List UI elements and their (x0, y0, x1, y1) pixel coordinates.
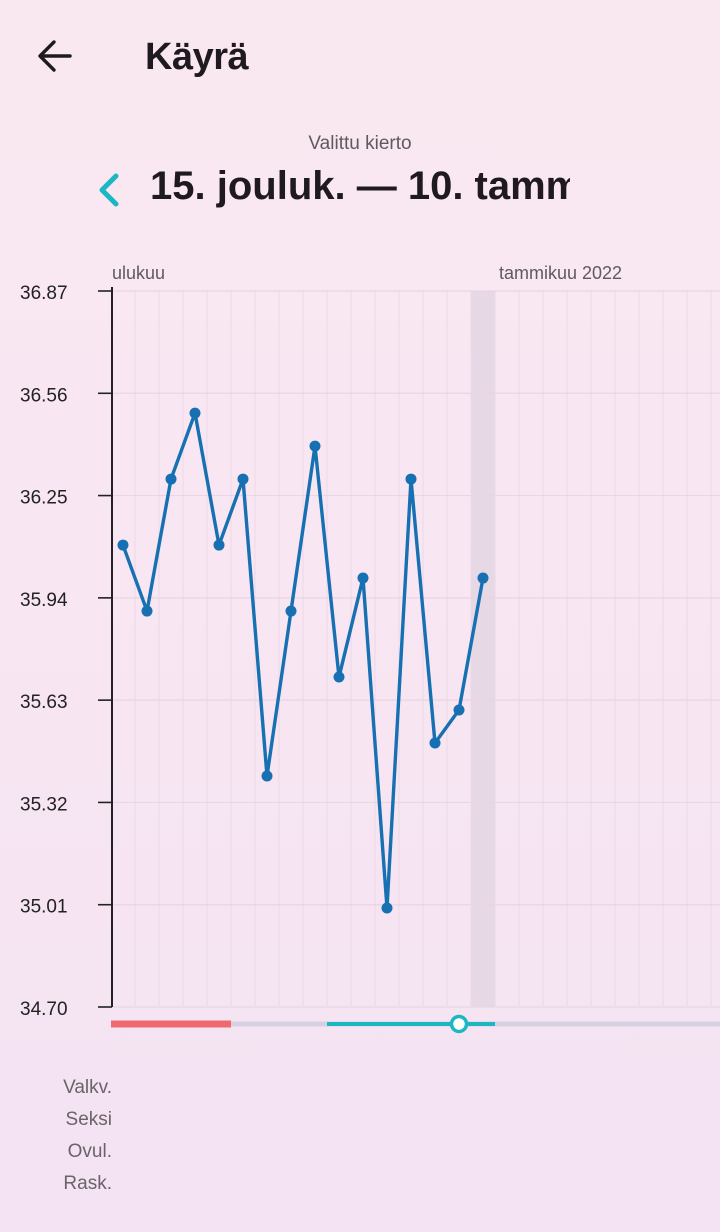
x-tick-label: 29 (424, 1048, 445, 1050)
temperature-point[interactable] (333, 671, 345, 683)
temperature-point[interactable] (429, 737, 441, 749)
chevron-left-icon (99, 173, 119, 207)
page-title: Käyrä (145, 36, 249, 78)
temperature-point[interactable] (213, 539, 225, 551)
y-tick-label: 35.32 (20, 794, 68, 815)
row-label-discharge: Valkv. (63, 1077, 112, 1098)
x-tick-label: 25 (328, 1048, 349, 1050)
temperature-point[interactable] (261, 770, 273, 782)
cycle-range-text: 15. jouluk. — 10. tammik. (150, 164, 570, 208)
y-tick-label: 35.94 (20, 590, 68, 611)
temperature-point[interactable] (453, 704, 465, 716)
selected-cycle-label: Valittu kierto (308, 133, 412, 154)
arrow-left-icon (38, 40, 72, 72)
temperature-point[interactable] (381, 902, 393, 914)
today-column (471, 291, 495, 1007)
x-tick-label: 4 (574, 1048, 585, 1050)
month-label-december: ulukuu (112, 263, 165, 283)
x-tick-label: 23 (280, 1048, 301, 1050)
temperature-point[interactable] (189, 407, 201, 419)
row-label-sex: Seksi (65, 1109, 112, 1130)
temperature-point[interactable] (165, 473, 177, 485)
y-tick-label: 36.56 (20, 385, 68, 406)
temperature-point[interactable] (405, 473, 417, 485)
month-label-january: tammikuu 2022 (499, 263, 622, 283)
x-tick-label: 8 (670, 1048, 681, 1050)
x-tick-label: 31 (472, 1048, 493, 1050)
cycle-range: 15. jouluk. — 10. tammik. (150, 158, 570, 220)
x-tick-label: 19 (184, 1048, 205, 1050)
temperature-point[interactable] (477, 572, 489, 584)
y-tick-label: 36.87 (20, 283, 68, 304)
temperature-point[interactable] (285, 605, 297, 617)
temperature-line (121, 411, 485, 910)
x-tick-label: 21 (232, 1048, 253, 1050)
top-app-bar: Käyrä (0, 0, 720, 118)
temperature-point[interactable] (141, 605, 153, 617)
x-tick-label: 2 (526, 1048, 537, 1050)
previous-cycle-button[interactable] (90, 168, 130, 212)
x-tick-label: 1 (718, 1048, 720, 1050)
x-tick-label: 17 (136, 1048, 157, 1050)
back-button[interactable] (26, 30, 86, 86)
temperature-point[interactable] (309, 440, 321, 452)
temperature-point[interactable] (117, 539, 129, 551)
current-day-marker[interactable] (449, 1014, 469, 1034)
temperature-point[interactable] (357, 572, 369, 584)
row-label-pregnancy: Rask. (63, 1173, 112, 1194)
row-label-ovulation: Ovul. (67, 1141, 112, 1162)
x-tick-label: 27 (376, 1048, 397, 1050)
y-tick-label: 35.01 (20, 897, 68, 918)
temperature-chart[interactable]: 36.87 36.56 36.25 35.94 35.63 35.32 35.01 34.70… (0, 250, 720, 1050)
y-tick-label: 34.70 (20, 999, 68, 1020)
temperature-point[interactable] (237, 473, 249, 485)
y-tick-label: 36.25 (20, 488, 68, 509)
x-tick-label: 6 (622, 1048, 633, 1050)
y-tick-label: 35.63 (20, 692, 68, 713)
